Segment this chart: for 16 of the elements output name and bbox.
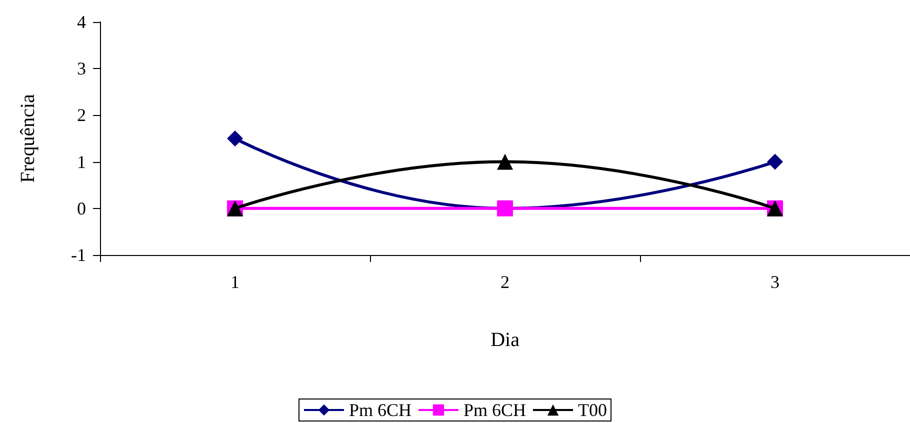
x-tick-label: 1 (230, 272, 240, 292)
y-tick-label: 3 (77, 58, 86, 79)
y-tick-label: -1 (71, 245, 86, 265)
y-tick-label: 4 (77, 12, 86, 32)
point (767, 154, 783, 170)
legend-label: T00 (578, 400, 608, 420)
point (227, 130, 243, 146)
y-tick-label: 2 (77, 105, 86, 126)
x-tick-label: 3 (770, 272, 780, 292)
y-tick-label: 1 (77, 152, 86, 172)
x-tick-label: 2 (500, 272, 510, 292)
y-axis-title: Frequência (17, 94, 39, 183)
x-axis-title: Dia (490, 329, 520, 351)
legend-label: Pm 6CH (464, 400, 526, 420)
y-tick-label: 0 (77, 198, 86, 218)
legend-label: Pm 6CH (348, 400, 412, 420)
